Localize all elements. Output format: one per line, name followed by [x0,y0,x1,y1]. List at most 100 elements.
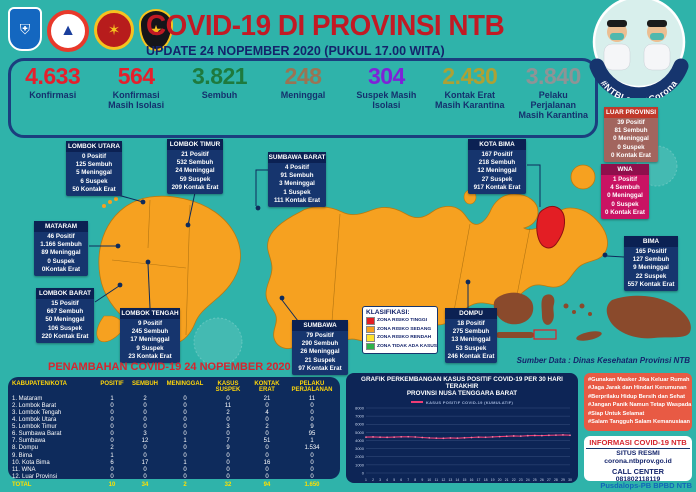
region-stat: 0 Positif [81,153,107,160]
region-stat: 246 Kontak Erat [447,352,495,360]
region-name: WNA [601,164,649,175]
x-tick-label: 26 [540,478,544,482]
region-stat: 111 Kontak Erat [273,196,321,204]
row-value: 0 [110,466,114,473]
legend-swatch [366,334,375,342]
situs-label: SITUS RESMI [616,450,660,457]
row-value: 0 [183,403,187,410]
row-value: 0 [110,417,114,424]
region-stat: 275 Sembuh [452,328,490,336]
row-value: 0 [265,466,269,473]
data-point [442,437,445,439]
row-value: 0 [110,424,114,431]
total-value: 32 [224,481,232,488]
region-box-lombok-timur: LOMBOK TIMUR 21 Positif 532 Sembuh 24 Menin… [167,139,223,194]
row-region-name: 4. Lombok Utara [12,417,57,424]
row-value: 2 [226,410,230,417]
data-point [435,436,438,439]
row-value: 21 [263,395,271,402]
row-value: 0 [265,445,269,452]
region-name: LOMBOK BARAT [36,288,94,299]
info-panel-title: INFORMASI COVID-19 NTB [586,438,690,449]
data-point [463,436,466,439]
row-value: 3 [226,424,230,431]
region-stat: 4 Sembuh [610,184,640,192]
summary-stat-5: 2.430 Kontak Erat Masih Karantina [428,65,511,111]
row-value: 2 [143,395,147,402]
region-stat: 53 Suspek [455,344,487,352]
data-point [547,434,550,436]
row-value: 11 [224,403,232,410]
data-point [456,436,459,439]
region-stat: 532 Sembuh [176,159,214,167]
row-value: 2 [110,445,114,452]
x-tick-label: 25 [533,478,537,482]
data-point [498,435,501,438]
region-box-bima: BIMA 165 Positif 127 Sembuh 9 Meninggal 22 S… [624,236,678,291]
total-value: 10 [108,481,116,488]
region-stat: 125 Sembuh [75,161,113,169]
region-stat: 5 Meninggal [76,169,112,177]
row-value: 0 [183,452,187,459]
region-stat: 13 Meninggal [451,336,491,344]
row-value: 0 [310,410,314,417]
row-value: 0 [226,395,230,402]
row-value: 0 [265,473,269,480]
x-tick-label: 29 [561,478,565,482]
data-point [484,436,487,438]
gili-island [102,204,106,208]
data-point [533,434,536,437]
legend-item-3: ZONA TIDAK ADA KASUS [366,342,437,350]
x-tick-label: 15 [463,478,467,482]
region-stat: 27 Suspek [481,175,513,183]
region-stat: 81 Sembuh [614,127,648,135]
region-stat: 127 Sembuh [632,256,670,264]
district-borders [111,199,531,349]
row-region-name: 3. Lombok Tengah [12,410,62,417]
region-stat: 245 Sembuh [131,328,169,336]
chart-legend: KASUS POSITIF COVID-19 (KUMULATIF) [346,400,578,405]
row-region-name: 1. Mataram [12,395,43,402]
row-region-name: 7. Sumbawa [12,438,46,445]
region-stat: 97 Kontak Erat [298,364,342,372]
region-stat: 24 Meninggal [175,167,215,175]
row-value: 0 [310,459,314,466]
call-center-label: CALL CENTER [611,466,664,476]
row-value: 95 [308,431,316,438]
trend-chart-panel: GRAFIK PERKEMBANGAN KASUS POSITIF COVID-… [346,373,578,483]
hashtag-line: #Salam Tangguh Salam Kemanusiaan [588,419,690,426]
stat-label: Meninggal [280,90,326,100]
row-region-name: 2. Lombok Barat [12,403,57,410]
row-value: 0 [226,417,230,424]
row-value: 0 [143,424,147,431]
row-value: 0 [226,473,230,480]
region-stat: 21 Suspek [304,356,336,364]
region-stat: 167 Positif [481,151,513,158]
stat-label: Konfirmasi Masih Isolasi [108,90,165,111]
region-stat: 9 Suspek [136,344,164,352]
x-tick-label: 11 [435,478,439,482]
summary-stat-6: 3.840 Pelaku Perjalanan Masih Karantina [512,65,595,121]
x-tick-label: 30 [568,478,572,482]
data-point [449,436,452,439]
daily-table: KABUPATEN/KOTA POSITIF SEMBUH MENINGGAL KASU… [12,380,338,489]
column-header: KONTAK ERAT [254,381,280,394]
cases-line [365,434,571,439]
row-value: 1 [110,452,114,459]
row-value: 0 [183,466,187,473]
region-stat: 15 Positif [51,300,79,307]
region-box-wna: WNA 1 Positif 4 Sembuh 0 Meninggal 0 Suspek 0… [601,164,649,219]
data-point [491,435,494,438]
data-source-note: Sumber Data : Dinas Kesehatan Provinsi N… [516,356,690,365]
region-stat: 50 Kontak Erat [72,185,116,193]
row-value: 0 [110,438,114,445]
row-value: 4 [265,410,269,417]
official-website-link[interactable]: corona.ntbprov.go.id [604,458,672,466]
column-header: KABUPATEN/KOTA [12,381,67,387]
row-value: 0 [310,473,314,480]
ntb-locator-box [533,329,557,340]
legend-title: KLASIFIKASI: [366,309,410,316]
legend-line-swatch [410,401,423,404]
row-value: 0 [110,431,114,438]
